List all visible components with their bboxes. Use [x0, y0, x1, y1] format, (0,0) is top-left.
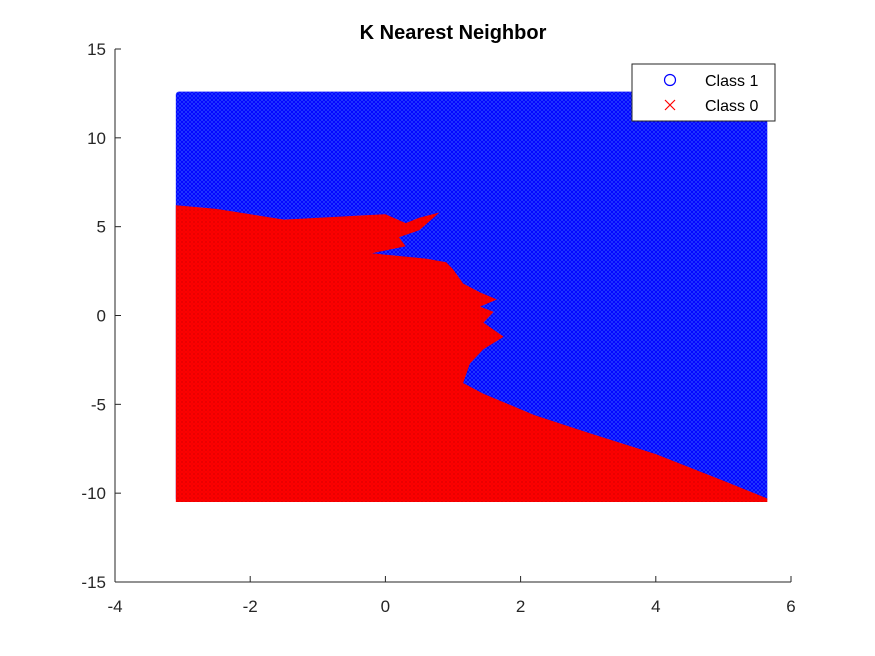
x-ticks: -4 -2 0 2 4 6 [107, 576, 796, 616]
x-tick-label: -2 [243, 597, 258, 616]
legend-label-class1: Class 1 [705, 73, 758, 90]
plot-area [175, 91, 768, 503]
y-tick-label: -15 [81, 573, 106, 592]
x-tick-label: -4 [107, 597, 122, 616]
legend-label-class0: Class 0 [705, 98, 758, 115]
x-tick-label: 4 [651, 597, 660, 616]
class0-region [175, 205, 768, 503]
x-tick-label: 6 [786, 597, 795, 616]
legend-marker-class1-circle-icon [663, 73, 677, 87]
y-tick-label: 10 [87, 129, 106, 148]
y-tick-label: 0 [97, 307, 106, 326]
y-tick-label: -10 [81, 484, 106, 503]
axes: -4 -2 0 2 4 6 15 10 5 0 -5 -10 -15 [81, 40, 795, 616]
legend-box [631, 63, 776, 122]
legend: Class 1 Class 0 [631, 63, 776, 122]
x-tick-label: 2 [516, 597, 525, 616]
legend-marker-class0-cross-icon [664, 99, 676, 111]
y-ticks: 15 10 5 0 -5 -10 -15 [81, 40, 121, 592]
y-tick-label: 15 [87, 40, 106, 59]
y-tick-label: 5 [97, 218, 106, 237]
chart-title: K Nearest Neighbor [360, 22, 547, 44]
x-tick-label: 0 [381, 597, 390, 616]
y-tick-label: -5 [91, 395, 106, 414]
